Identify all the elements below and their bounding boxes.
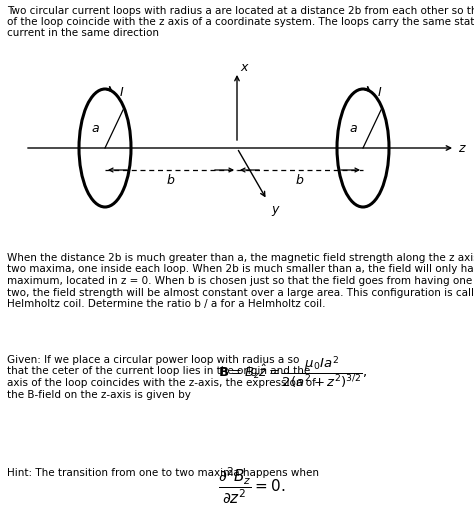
Text: Given: If we place a circular power loop with radius a so: Given: If we place a circular power loop… bbox=[7, 355, 300, 365]
Text: $y$: $y$ bbox=[271, 204, 281, 218]
Text: $a$: $a$ bbox=[91, 121, 100, 135]
Text: $I$: $I$ bbox=[119, 86, 124, 99]
Text: $x$: $x$ bbox=[240, 61, 250, 74]
Text: the B-field on the z-axis is given by: the B-field on the z-axis is given by bbox=[7, 390, 191, 400]
Text: $\dfrac{\partial^2 B_z}{\partial z^2} = 0.$: $\dfrac{\partial^2 B_z}{\partial z^2} = … bbox=[218, 466, 285, 506]
Text: $b$: $b$ bbox=[166, 173, 176, 187]
Text: Two circular current loops with radius a are located at a distance 2b from each : Two circular current loops with radius a… bbox=[7, 6, 474, 16]
Text: $z$: $z$ bbox=[458, 142, 467, 155]
Text: two maxima, one inside each loop. When 2b is much smaller than a, the field will: two maxima, one inside each loop. When 2… bbox=[7, 265, 474, 275]
Text: $b$: $b$ bbox=[295, 173, 305, 187]
Text: two, the field strength will be almost constant over a large area. This conﬁgura: two, the field strength will be almost c… bbox=[7, 288, 474, 297]
Text: that the ce​ter of the current loop lies in the origin and the: that the ce​ter of the current loop lies… bbox=[7, 366, 310, 376]
Text: axis of the loop coincides with the z-axis, the expression of: axis of the loop coincides with the z-ax… bbox=[7, 378, 316, 388]
Text: $a$: $a$ bbox=[349, 121, 358, 135]
Text: Helmholtz coil. Determine the ratio b / a for a Helmholtz coil.: Helmholtz coil. Determine the ratio b / … bbox=[7, 299, 326, 309]
Text: $\mathbf{B} = B_z\hat{z} = \dfrac{\mu_0 I a^2}{2\left(a^2 + z^2\right)^{3/2}},$: $\mathbf{B} = B_z\hat{z} = \dfrac{\mu_0 … bbox=[218, 354, 367, 390]
Text: maximum, located in z = 0. When b is chosen just so that the field goes from hav: maximum, located in z = 0. When b is cho… bbox=[7, 276, 474, 286]
Text: current in the same direction: current in the same direction bbox=[7, 28, 159, 38]
Text: When the distance 2b is much greater than a, the magnetic field strength along t: When the distance 2b is much greater tha… bbox=[7, 253, 474, 263]
Text: of the loop coincide with the z axis of a coordinate system. The loops carry the: of the loop coincide with the z axis of … bbox=[7, 17, 474, 27]
Text: $I$: $I$ bbox=[377, 86, 383, 99]
Text: Hint: The transition from one to two maxima happens when: Hint: The transition from one to two max… bbox=[7, 468, 319, 478]
